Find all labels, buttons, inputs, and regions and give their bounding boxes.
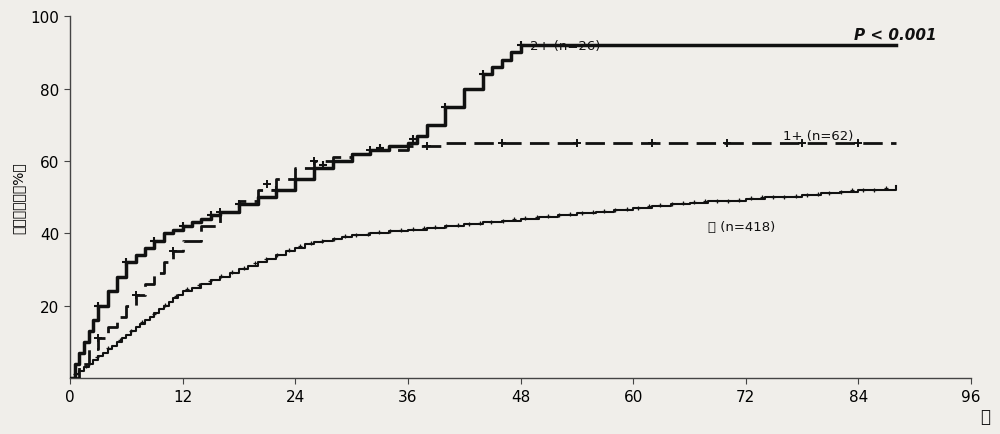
Text: 月: 月 <box>980 407 990 425</box>
Y-axis label: 累积复发率（%）: 累积复发率（%） <box>11 162 25 233</box>
Text: 1+ (n=62): 1+ (n=62) <box>783 130 854 143</box>
Text: P < 0.001: P < 0.001 <box>854 28 937 43</box>
Text: 2+ (n=26): 2+ (n=26) <box>530 39 600 53</box>
Text: 无 (n=418): 无 (n=418) <box>708 220 776 233</box>
